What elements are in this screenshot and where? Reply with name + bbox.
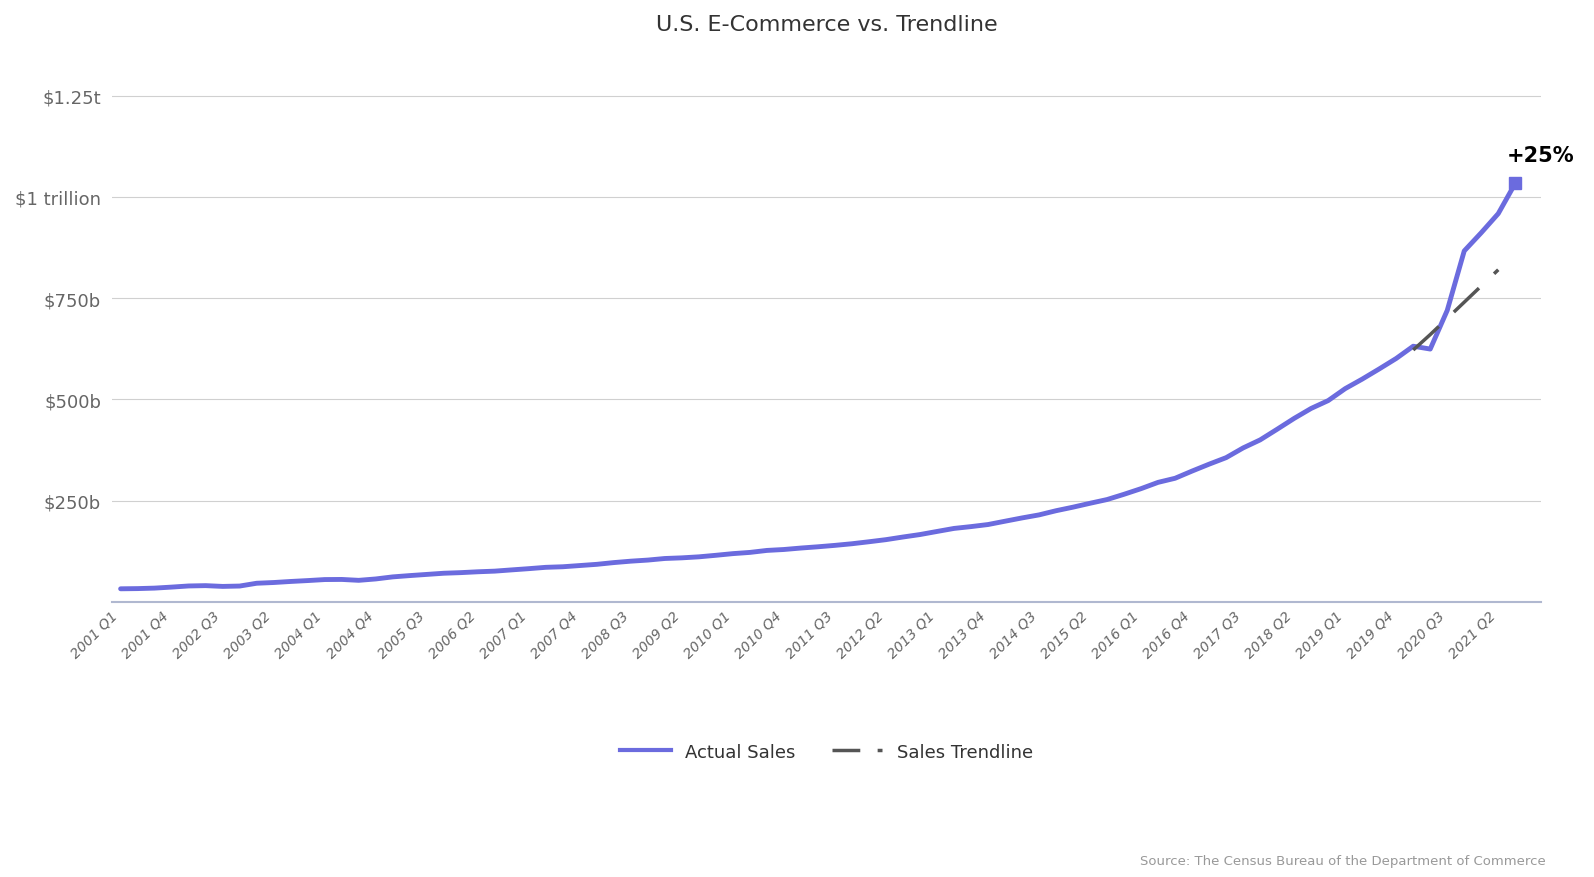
Title: U.S. E-Commerce vs. Trendline: U.S. E-Commerce vs. Trendline	[655, 15, 998, 35]
Text: Source: The Census Bureau of the Department of Commerce: Source: The Census Bureau of the Departm…	[1140, 854, 1546, 866]
Legend: Actual Sales, Sales Trendline: Actual Sales, Sales Trendline	[614, 736, 1039, 768]
Text: +25%: +25%	[1506, 146, 1575, 166]
